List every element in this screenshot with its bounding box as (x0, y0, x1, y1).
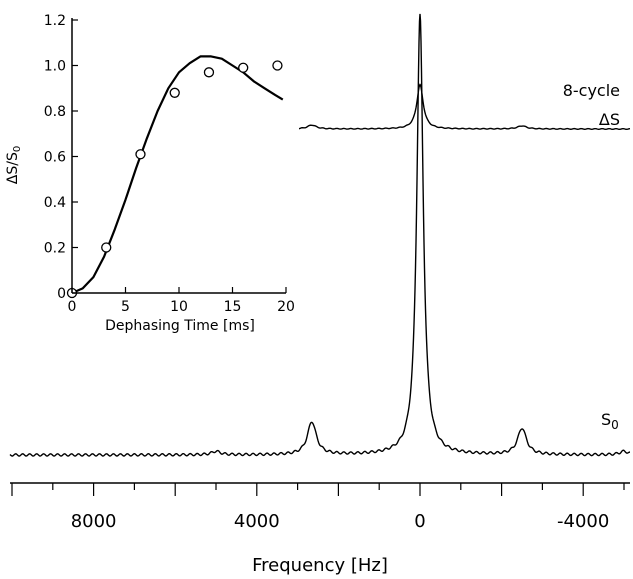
frequency-tick-label: 4000 (234, 511, 280, 532)
inset-x-tick-label: 0 (68, 299, 77, 315)
inset-background (70, 20, 299, 294)
inset-y-axis-label-main: ΔS/S (5, 152, 21, 184)
data-point (135, 149, 146, 160)
inset-x-tick-label: 20 (277, 299, 295, 315)
frequency-tick-label: -4000 (557, 511, 609, 532)
inset-x-ticks: 0 5 10 15 20 (68, 287, 295, 315)
inset-x-tick-label: 5 (121, 299, 130, 315)
inset-y-tick-label: 0.6 (44, 150, 66, 166)
trace-label-delta-s: ΔS (599, 110, 620, 129)
inset-x-axis-label: Dephasing Time [ms] (105, 318, 255, 334)
frequency-tick-labels: 8000 4000 0 -4000 (71, 511, 610, 532)
frequency-tick-label: 8000 (71, 511, 117, 532)
data-point (238, 62, 249, 73)
inset-y-tick-label: 0.2 (44, 241, 66, 257)
trace-label-s0-sub: 0 (611, 418, 619, 432)
data-point (272, 60, 283, 71)
inset-y-tick-label: 1.0 (44, 59, 66, 75)
inset-x-tick-label: 15 (224, 299, 242, 315)
inset-y-tick-label: 0 (57, 286, 66, 302)
inset-y-axis-label: ΔS/S0 (5, 146, 23, 184)
data-point (169, 87, 180, 98)
trace-label-s0: S0 (601, 410, 619, 432)
trace-label-8-cycle: 8-cycle (563, 81, 620, 100)
inset-y-tick-label: 1.2 (44, 13, 66, 29)
frequency-axis-label: Frequency [Hz] (252, 555, 388, 576)
frequency-ticks (11, 483, 625, 496)
spectrum-trace (9, 13, 631, 457)
inset-x-tick-label: 10 (170, 299, 188, 315)
inset-y-tick-label: 0.8 (44, 104, 66, 120)
inset-y-ticks: 0 0.2 0.4 0.6 0.8 1.0 1.2 (44, 13, 78, 302)
trace-label-s0-main: S (601, 410, 611, 429)
frequency-tick-label: 0 (414, 511, 425, 532)
data-point (203, 67, 215, 78)
inset-plot: 0 0.2 0.4 0.6 0.8 1.0 1.2 0 5 10 15 20 Dephasing T… (5, 13, 299, 334)
inset-data-points (66, 60, 283, 299)
inset-y-axis-label-sub: 0 (12, 146, 23, 152)
inset-y-tick-label: 0.4 (44, 195, 66, 211)
spectra-plot: 8000 4000 0 -4000 Frequency [Hz] 8-cycle ΔS… (9, 13, 631, 576)
spectrum-traces (9, 13, 631, 457)
spectrum-trace (244, 83, 631, 131)
data-point (101, 242, 112, 253)
